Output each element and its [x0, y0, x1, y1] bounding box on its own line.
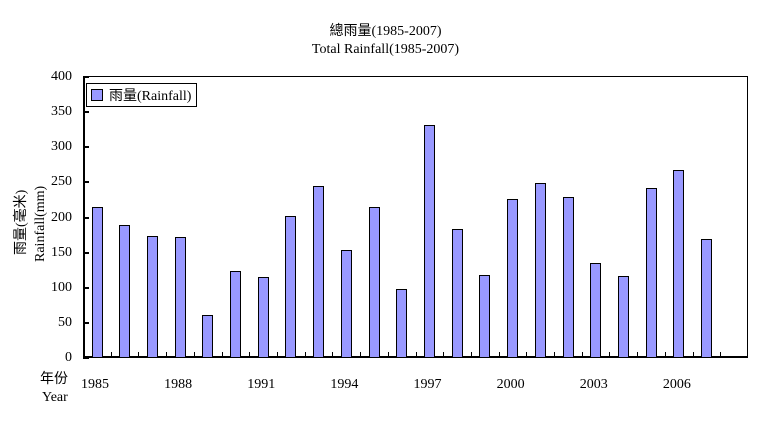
x-tick	[554, 352, 555, 358]
x-tick	[332, 352, 333, 358]
y-tick	[83, 146, 89, 149]
x-tick	[582, 352, 583, 358]
x-tick-label: 2003	[579, 377, 608, 392]
bar-1996	[396, 289, 408, 358]
y-tick-label: 350	[51, 104, 72, 120]
y-tick	[83, 357, 89, 359]
bar-2007	[701, 239, 713, 358]
bar-2006	[673, 170, 685, 358]
bar-1999	[479, 275, 491, 358]
x-tick	[222, 352, 223, 358]
y-tick	[83, 181, 89, 184]
x-axis-label-english: Year	[42, 390, 68, 405]
y-tick	[83, 286, 89, 289]
x-tick-label: 1997	[413, 377, 442, 392]
x-tick	[526, 352, 527, 358]
x-tick-label: 1985	[81, 377, 109, 392]
y-tick	[83, 76, 89, 78]
bar-1993	[313, 185, 325, 358]
y-tick	[83, 321, 89, 324]
x-tick	[166, 352, 167, 358]
y-tick-label: 50	[58, 314, 72, 330]
x-tick	[720, 352, 721, 358]
x-tick	[111, 352, 112, 358]
bar-1991	[257, 277, 269, 358]
bar-2005	[645, 187, 657, 358]
x-tick	[277, 352, 278, 358]
x-tick	[360, 352, 361, 358]
x-tick	[665, 352, 666, 358]
x-tick-label: 2000	[496, 377, 525, 392]
bar-2002	[562, 197, 574, 358]
bar-1987	[146, 235, 158, 358]
bar-1995	[368, 206, 380, 358]
bar-1989	[202, 315, 214, 358]
y-tick	[83, 216, 89, 219]
x-tick	[443, 352, 444, 358]
bar-2000	[507, 199, 519, 358]
x-tick	[499, 352, 500, 358]
y-tick-label: 300	[51, 139, 72, 155]
y-tick	[83, 111, 89, 114]
x-tick	[194, 352, 195, 358]
y-tick-label: 250	[51, 174, 72, 190]
x-tick	[388, 352, 389, 358]
y-tick	[83, 251, 89, 254]
bar-1988	[174, 237, 186, 358]
bar-1990	[230, 270, 242, 358]
y-tick-label: 200	[51, 209, 72, 225]
bar-1986	[119, 224, 131, 358]
x-tick	[609, 352, 610, 358]
bar-2003	[590, 263, 602, 358]
bar-1998	[451, 228, 463, 358]
bar-2001	[534, 183, 546, 358]
x-tick-label: 1994	[330, 377, 359, 392]
x-tick	[138, 352, 139, 358]
bar-2004	[617, 275, 629, 358]
bar-1997	[424, 124, 435, 358]
chart-title-english: Total Rainfall(1985-2007)	[311, 42, 460, 57]
x-tick	[637, 352, 638, 358]
x-tick	[416, 352, 417, 358]
bar-1985	[91, 206, 103, 358]
x-tick	[249, 352, 250, 358]
bar-1992	[285, 216, 297, 358]
bar-1994	[340, 249, 352, 358]
x-tick	[471, 352, 472, 358]
x-axis-label-chinese: 年份	[40, 372, 68, 387]
x-tick	[305, 352, 306, 358]
y-tick-label: 400	[51, 69, 72, 84]
legend-swatch-icon	[91, 89, 103, 101]
legend: 雨量(Rainfall)	[86, 83, 198, 107]
x-tick-label: 1991	[247, 377, 276, 392]
x-tick	[693, 352, 694, 358]
y-tick-label: 150	[51, 244, 72, 260]
chart-title-chinese: 總雨量(1985-2007)	[329, 24, 442, 39]
y-tick-label: 0	[65, 350, 72, 365]
legend-label: 雨量(Rainfall)	[109, 89, 192, 104]
y-axis-label-chinese: 雨量(毫米)	[14, 189, 29, 255]
x-tick-label: 1988	[164, 377, 193, 392]
x-tick-label: 2006	[662, 377, 691, 392]
y-tick-label: 100	[51, 279, 72, 295]
